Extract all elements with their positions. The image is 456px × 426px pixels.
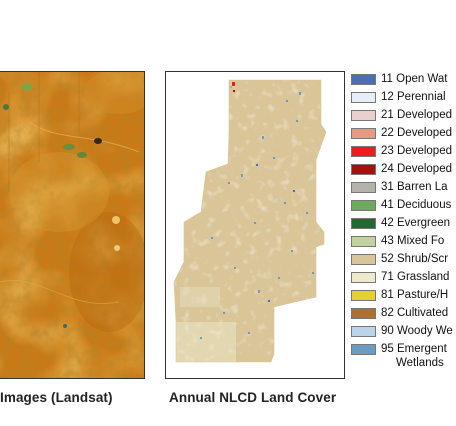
legend-item-21: 21 Developed: [351, 108, 452, 124]
legend-label: 12 Perennial: [381, 91, 446, 103]
legend-swatch: [351, 128, 376, 139]
legend-swatch: [351, 146, 376, 157]
legend-swatch: [351, 326, 376, 337]
nlcd-map-raster: [173, 79, 327, 363]
legend-item-23: 23 Developed: [351, 144, 452, 160]
legend-item-42: 42 Evergreen: [351, 216, 450, 232]
landsat-image: [0, 71, 145, 379]
legend-label: 90 Woody We: [381, 325, 453, 337]
legend-item-31: 31 Barren La: [351, 180, 448, 196]
legend-swatch: [351, 254, 376, 265]
legend-label: 22 Developed: [381, 127, 452, 139]
legend-swatch: [351, 74, 376, 85]
legend-item-12: 12 Perennial: [351, 90, 446, 106]
legend-swatch: [351, 92, 376, 103]
legend-swatch: [351, 218, 376, 229]
legend-label: 21 Developed: [381, 109, 452, 121]
legend-item-52: 52 Shrub/Scr: [351, 252, 448, 268]
legend-item-81: 81 Pasture/H: [351, 288, 448, 304]
legend-label: 11 Open Wat: [381, 73, 448, 85]
legend-label: 23 Developed: [381, 145, 452, 157]
legend-label: 71 Grassland: [381, 271, 450, 283]
nlcd-land-cover-map: [165, 71, 345, 379]
legend-item-71: 71 Grassland: [351, 270, 449, 286]
landsat-caption: Images (Landsat): [0, 390, 113, 405]
landsat-image-raster: [0, 72, 144, 378]
legend-item-43: 43 Mixed Fo: [351, 234, 444, 250]
legend-item-22: 22 Developed: [351, 126, 452, 142]
legend-label: 24 Developed: [381, 163, 452, 175]
legend-swatch: [351, 344, 376, 355]
legend-label: 42 Evergreen: [381, 217, 451, 229]
legend-label: 52 Shrub/Scr: [381, 253, 449, 265]
legend-swatch: [351, 182, 376, 193]
legend-swatch: [351, 236, 376, 247]
legend-item-90: 90 Woody We: [351, 324, 453, 340]
legend-swatch: [351, 308, 376, 319]
legend-swatch: [351, 164, 376, 175]
legend-label: 81 Pasture/H: [381, 289, 449, 301]
legend-item-11: 11 Open Wat: [351, 72, 448, 88]
legend-item-82: 82 Cultivated: [351, 306, 448, 322]
legend-label: 82 Cultivated: [381, 307, 449, 319]
legend-label: 43 Mixed Fo: [381, 235, 445, 247]
legend-swatch: [351, 110, 376, 121]
legend-swatch: [351, 290, 376, 301]
legend-item-41: 41 Deciduous: [351, 198, 451, 214]
legend-swatch: [351, 272, 376, 283]
legend-label: 95 Emergent Wetlands: [381, 343, 447, 369]
legend-swatch: [351, 200, 376, 211]
legend-label-line2: Wetlands: [396, 357, 444, 369]
legend-label: 31 Barren La: [381, 181, 448, 193]
nlcd-caption: Annual NLCD Land Cover: [169, 390, 337, 405]
legend-label: 41 Deciduous: [381, 199, 452, 211]
legend-item-24: 24 Developed: [351, 162, 452, 178]
legend-item-95: 95 Emergent Wetlands: [351, 342, 447, 369]
